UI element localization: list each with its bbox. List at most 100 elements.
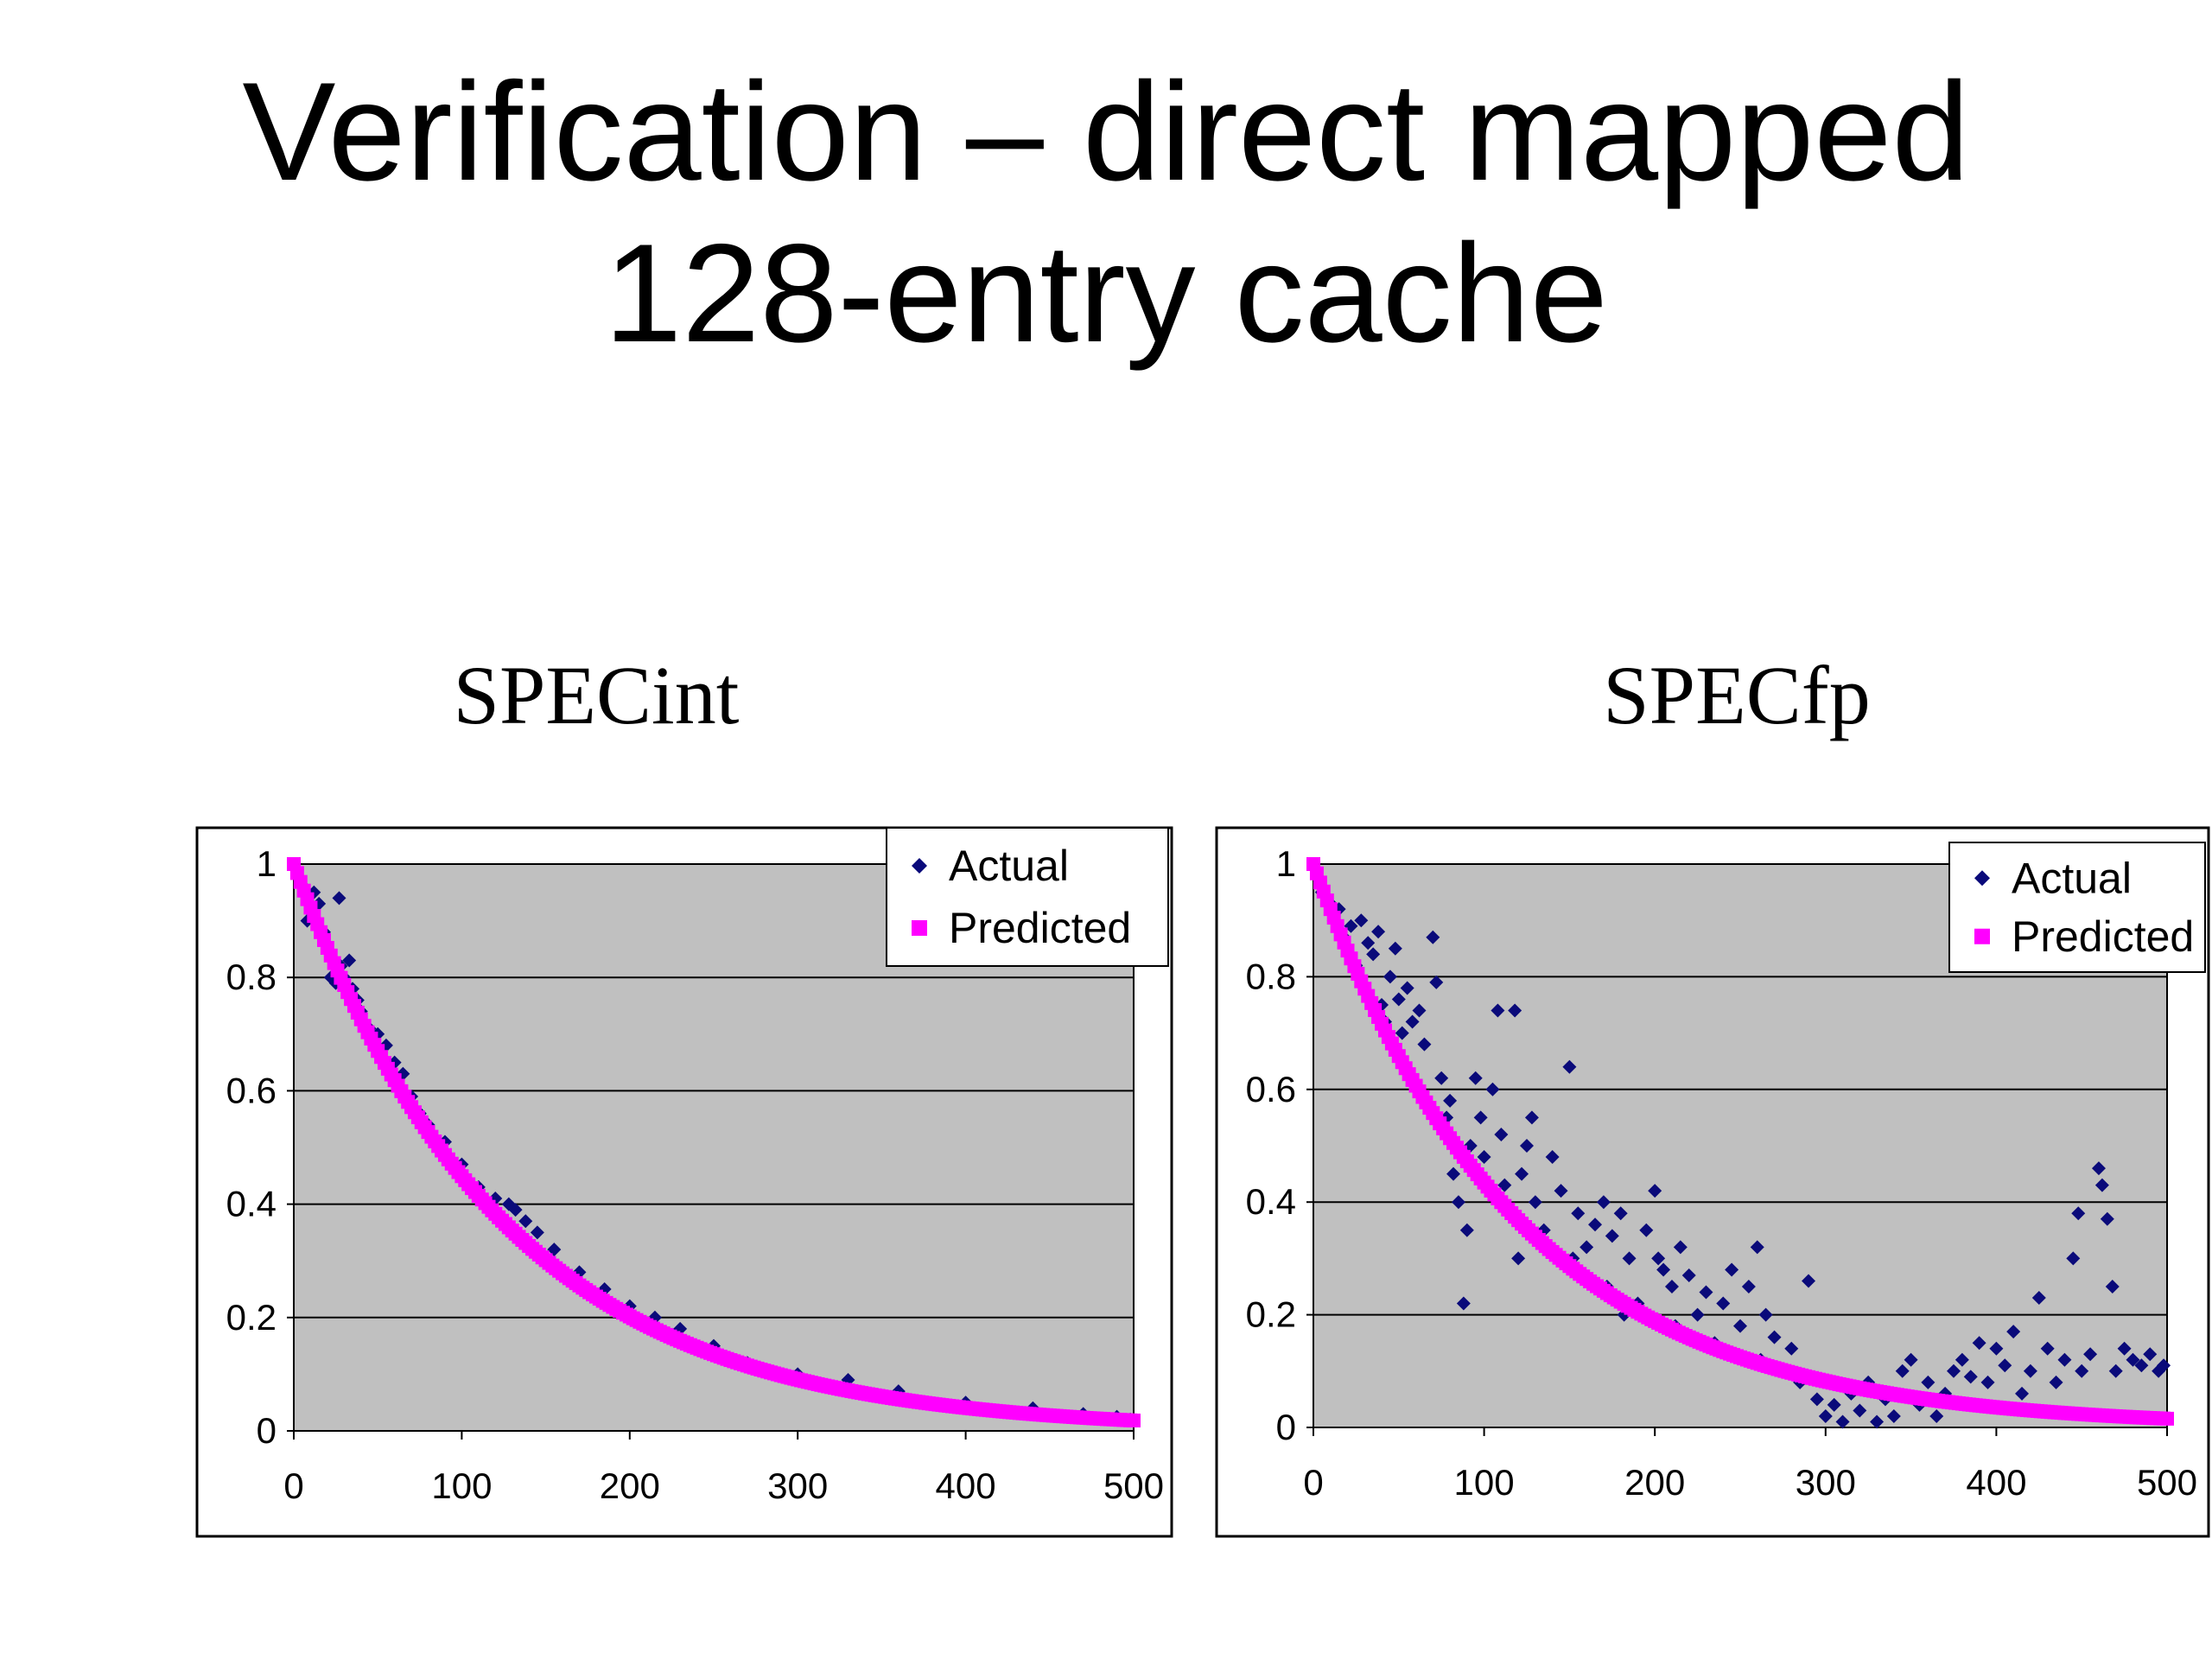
actual-point bbox=[1446, 1166, 1461, 1181]
actual-point bbox=[1354, 913, 1369, 928]
legend-actual-label: Actual bbox=[949, 842, 1069, 890]
actual-point bbox=[1426, 930, 1440, 944]
actual-point bbox=[1818, 1408, 1833, 1423]
x-tick-label: 400 bbox=[936, 1465, 996, 1506]
actual-point bbox=[1605, 1229, 1619, 1243]
slide-title-line1: Verification – direct mapped bbox=[242, 54, 1970, 210]
actual-point bbox=[2091, 1161, 2106, 1176]
actual-point bbox=[1809, 1392, 1824, 1407]
y-tick-label: 0.4 bbox=[226, 1184, 276, 1224]
actual-point bbox=[2071, 1206, 2086, 1221]
actual-point bbox=[1716, 1296, 1731, 1311]
actual-point bbox=[2075, 1363, 2089, 1378]
actual-point bbox=[1651, 1251, 1666, 1266]
actual-point bbox=[1673, 1240, 1688, 1255]
actual-point bbox=[1391, 992, 1406, 1007]
actual-point bbox=[2094, 1178, 2109, 1192]
x-tick-label: 300 bbox=[767, 1465, 828, 1506]
y-tick-label: 1 bbox=[257, 843, 276, 884]
actual-point bbox=[1835, 1414, 1850, 1429]
legend-predicted-marker bbox=[912, 920, 927, 936]
actual-point bbox=[1904, 1352, 1918, 1367]
actual-point bbox=[1656, 1262, 1671, 1277]
actual-point bbox=[1417, 1037, 1432, 1052]
actual-point bbox=[1361, 936, 1376, 950]
actual-point bbox=[2040, 1341, 2055, 1356]
actual-point bbox=[1947, 1363, 1961, 1378]
actual-point bbox=[1741, 1280, 1756, 1294]
actual-point bbox=[2083, 1347, 2098, 1362]
actual-point bbox=[2100, 1211, 2114, 1226]
actual-point bbox=[1511, 1251, 1526, 1266]
actual-point bbox=[1382, 969, 1397, 984]
actual-point bbox=[1554, 1184, 1568, 1198]
x-tick-label: 400 bbox=[1966, 1462, 2026, 1503]
y-tick-label: 0 bbox=[1276, 1407, 1296, 1447]
actual-point bbox=[1895, 1363, 1910, 1378]
actual-point bbox=[1473, 1110, 1488, 1125]
chart-title-specfp: SPECfp bbox=[1603, 649, 1871, 741]
x-tick-label: 0 bbox=[1303, 1462, 1323, 1503]
actual-point bbox=[1405, 1014, 1420, 1029]
actual-point bbox=[1443, 1093, 1458, 1108]
actual-point bbox=[1989, 1341, 2004, 1356]
actual-point bbox=[2143, 1347, 2158, 1362]
y-tick-label: 0.8 bbox=[226, 957, 276, 997]
actual-point bbox=[1955, 1352, 1969, 1367]
actual-point bbox=[1767, 1330, 1782, 1344]
actual-point bbox=[1477, 1150, 1491, 1165]
actual-point bbox=[1429, 975, 1444, 989]
actual-point bbox=[547, 1243, 562, 1257]
actual-point bbox=[1980, 1375, 1995, 1389]
actual-point bbox=[1639, 1223, 1654, 1237]
chart-1: 0 0.2 0.4 0.6 0.8 1 0 100 200 300 400 500 Actual Pred… bbox=[1215, 826, 2210, 1538]
y-tick-label: 0.4 bbox=[1246, 1181, 1296, 1222]
actual-point bbox=[1648, 1184, 1662, 1198]
actual-point bbox=[1366, 947, 1381, 962]
actual-point bbox=[1459, 1223, 1474, 1237]
actual-point bbox=[332, 891, 346, 906]
actual-point bbox=[1853, 1403, 1867, 1418]
actual-point bbox=[1562, 1059, 1577, 1074]
actual-point bbox=[342, 953, 357, 968]
y-tick-label: 0.2 bbox=[226, 1297, 276, 1338]
actual-point bbox=[2006, 1325, 2021, 1339]
x-tick-label: 500 bbox=[2137, 1462, 2197, 1503]
actual-point bbox=[1508, 1003, 1522, 1018]
y-tick-label: 0.6 bbox=[1246, 1069, 1296, 1109]
actual-point bbox=[1494, 1127, 1509, 1141]
actual-point bbox=[1520, 1139, 1534, 1153]
actual-point bbox=[1588, 1217, 1603, 1232]
legend-actual-marker bbox=[1974, 870, 1990, 887]
actual-point bbox=[2057, 1352, 2072, 1367]
x-tick-label: 500 bbox=[1103, 1465, 1164, 1506]
actual-point bbox=[2049, 1375, 2063, 1389]
x-tick-label: 100 bbox=[431, 1465, 492, 1506]
x-tick-label: 100 bbox=[1454, 1462, 1515, 1503]
actual-point bbox=[1784, 1341, 1799, 1356]
actual-point bbox=[2066, 1251, 2081, 1266]
y-tick-label: 1 bbox=[1276, 843, 1296, 884]
legend-predicted-label: Predicted bbox=[2012, 912, 2194, 961]
actual-point bbox=[1802, 1274, 1816, 1288]
actual-point bbox=[1998, 1358, 2012, 1373]
actual-point bbox=[1921, 1375, 1936, 1389]
actual-point bbox=[1750, 1240, 1764, 1255]
actual-point bbox=[1412, 1003, 1427, 1018]
chart-title-specint: SPECint bbox=[453, 649, 740, 741]
legend-predicted-marker bbox=[1974, 928, 1990, 944]
actual-point bbox=[1545, 1150, 1560, 1165]
actual-point bbox=[1690, 1307, 1705, 1322]
actual-point bbox=[1886, 1408, 1901, 1423]
slide-title-line2: 128-entry cache bbox=[604, 215, 1608, 372]
chart-0: 0 0.2 0.4 0.6 0.8 1 0 100 200 300 400 500 Actual Pred… bbox=[195, 826, 1173, 1538]
actual-point bbox=[508, 1203, 523, 1217]
actual-point bbox=[1664, 1280, 1679, 1294]
predicted-point bbox=[1127, 1413, 1141, 1427]
actual-point bbox=[1699, 1285, 1713, 1300]
actual-point bbox=[1963, 1370, 1978, 1384]
actual-point bbox=[2108, 1363, 2123, 1378]
actual-point bbox=[1400, 981, 1414, 995]
actual-point bbox=[1596, 1195, 1611, 1210]
